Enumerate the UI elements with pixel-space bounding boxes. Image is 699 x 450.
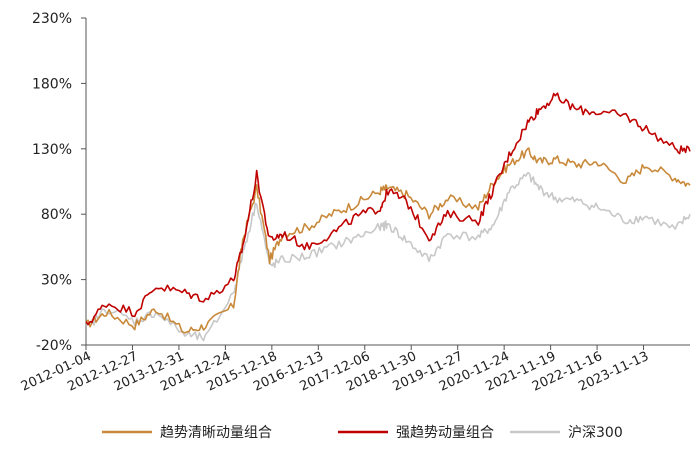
x-tick-labels: 2012-01-042012-12-272013-12-312014-12-24… [19, 345, 651, 395]
y-tick-label: -20% [36, 338, 72, 354]
series-line-0 [85, 147, 691, 334]
y-tick-labels: 230% 180% 130% 80% 30% -20% [32, 11, 86, 354]
series-line-1 [85, 92, 691, 326]
legend-label-2: 沪深300 [568, 425, 623, 441]
legend-label-0: 趋势清晰动量组合 [160, 425, 272, 441]
series-line-2 [85, 172, 691, 342]
y-tick-label: 130% [32, 142, 72, 158]
y-tick-label: 80% [41, 207, 72, 223]
y-tick-label: 180% [32, 76, 72, 92]
series-lines [85, 92, 691, 342]
legend-label-1: 强趋势动量组合 [396, 425, 494, 441]
y-tick-label: 230% [32, 11, 72, 27]
legend: 趋势清晰动量组合 强趋势动量组合 沪深300 [102, 425, 623, 441]
y-tick-label: 30% [41, 273, 72, 289]
